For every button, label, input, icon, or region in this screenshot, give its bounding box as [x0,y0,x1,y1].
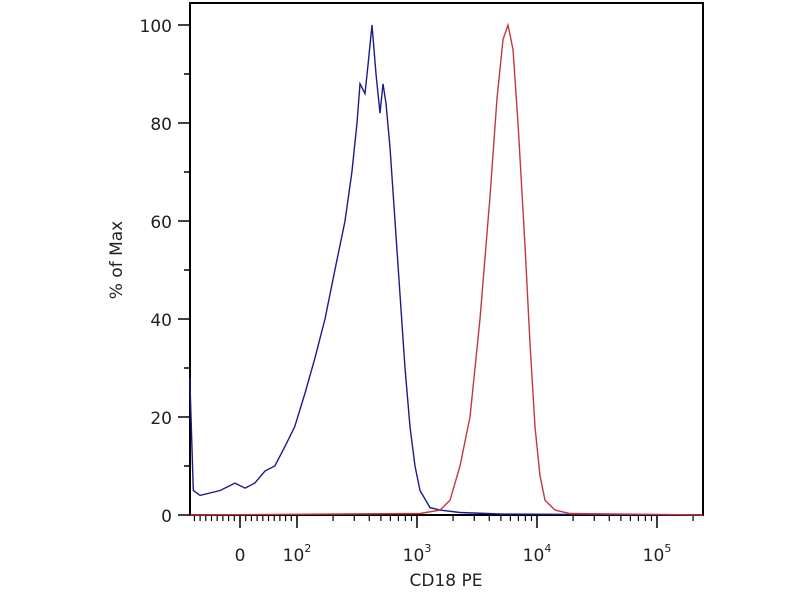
y-tick-label: 60 [150,213,172,233]
y-tick-label: 20 [150,409,172,429]
x-axis-label: CD18 PE [410,571,483,591]
y-tick-label: 40 [150,311,172,331]
plot-frame [189,2,704,516]
histogram-series-1 [189,24,704,516]
x-tick-label: 105 [643,542,672,566]
x-tick-label: 102 [283,542,312,566]
x-tick-label: 0 [235,546,246,566]
y-tick-label: 80 [150,115,172,135]
y-tick-label: 0 [161,507,172,527]
x-tick-label: 103 [403,542,432,566]
y-tick-label: 100 [140,17,172,37]
y-axis-label: % of Max [107,221,127,300]
x-tick-label: 104 [523,542,552,566]
histogram-series-2 [189,22,704,516]
